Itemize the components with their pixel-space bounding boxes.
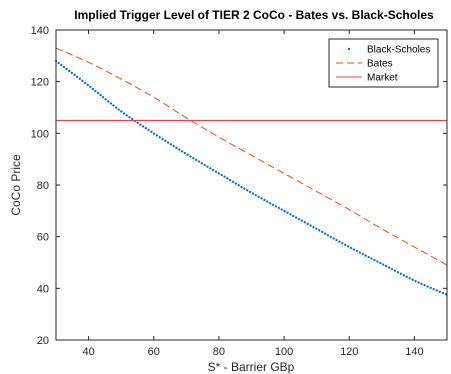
- x-tick-label: 80: [213, 346, 225, 358]
- x-tick-label: 100: [275, 346, 293, 358]
- series-layer: [54, 47, 449, 296]
- legend-label: Black-Scholes: [367, 45, 430, 56]
- x-axis: 40 60 80 100 120 140: [82, 30, 424, 358]
- chart-title: Implied Trigger Level of TIER 2 CoCo - B…: [74, 8, 434, 22]
- y-axis-label: CoCo Price: [9, 154, 23, 216]
- y-tick-label: 40: [37, 283, 49, 295]
- x-axis-label: S* - Barrier GBp: [208, 360, 295, 374]
- legend-label: Market: [367, 73, 398, 84]
- y-tick-label: 80: [37, 180, 49, 192]
- y-tick-label: 140: [31, 25, 49, 37]
- legend: Black-Scholes Bates Market: [328, 38, 439, 88]
- series-line-bates: [55, 47, 448, 266]
- x-tick-label: 40: [82, 346, 94, 358]
- legend-label: Bates: [367, 59, 393, 70]
- y-tick-label: 20: [37, 335, 49, 347]
- y-tick-label: 120: [31, 77, 49, 89]
- x-tick-label: 60: [148, 346, 160, 358]
- y-axis: 20 40 60 80 100 120 140: [31, 25, 447, 347]
- y-tick-label: 100: [31, 128, 49, 140]
- legend-swatch: [347, 47, 351, 51]
- x-tick-label: 120: [340, 346, 358, 358]
- series-line-black-scholes: [54, 59, 449, 296]
- x-tick-label: 140: [405, 346, 423, 358]
- y-tick-label: 60: [37, 232, 49, 244]
